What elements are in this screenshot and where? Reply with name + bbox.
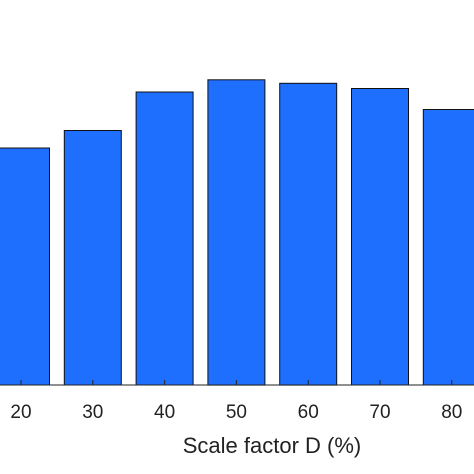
x-tick-label: 60 xyxy=(298,402,319,423)
bar-50 xyxy=(207,79,266,386)
bar-20 xyxy=(0,147,50,386)
x-ticks-group: 20 30 40 50 60 70 80 xyxy=(10,380,462,423)
bar-60 xyxy=(279,82,338,386)
x-axis-title: Scale factor D (%) xyxy=(183,433,362,458)
x-tick-label: 50 xyxy=(226,402,247,423)
x-tick-label: 20 xyxy=(10,402,31,423)
x-tick-label: 70 xyxy=(369,402,390,423)
bar-80 xyxy=(422,109,474,386)
bar-30 xyxy=(63,130,122,386)
bar-40 xyxy=(135,91,194,386)
bar-70 xyxy=(351,88,409,386)
x-tick-label: 40 xyxy=(154,402,175,423)
x-tick-label: 80 xyxy=(441,402,462,423)
x-tick-label: 30 xyxy=(82,402,103,423)
bars-group xyxy=(0,79,474,386)
